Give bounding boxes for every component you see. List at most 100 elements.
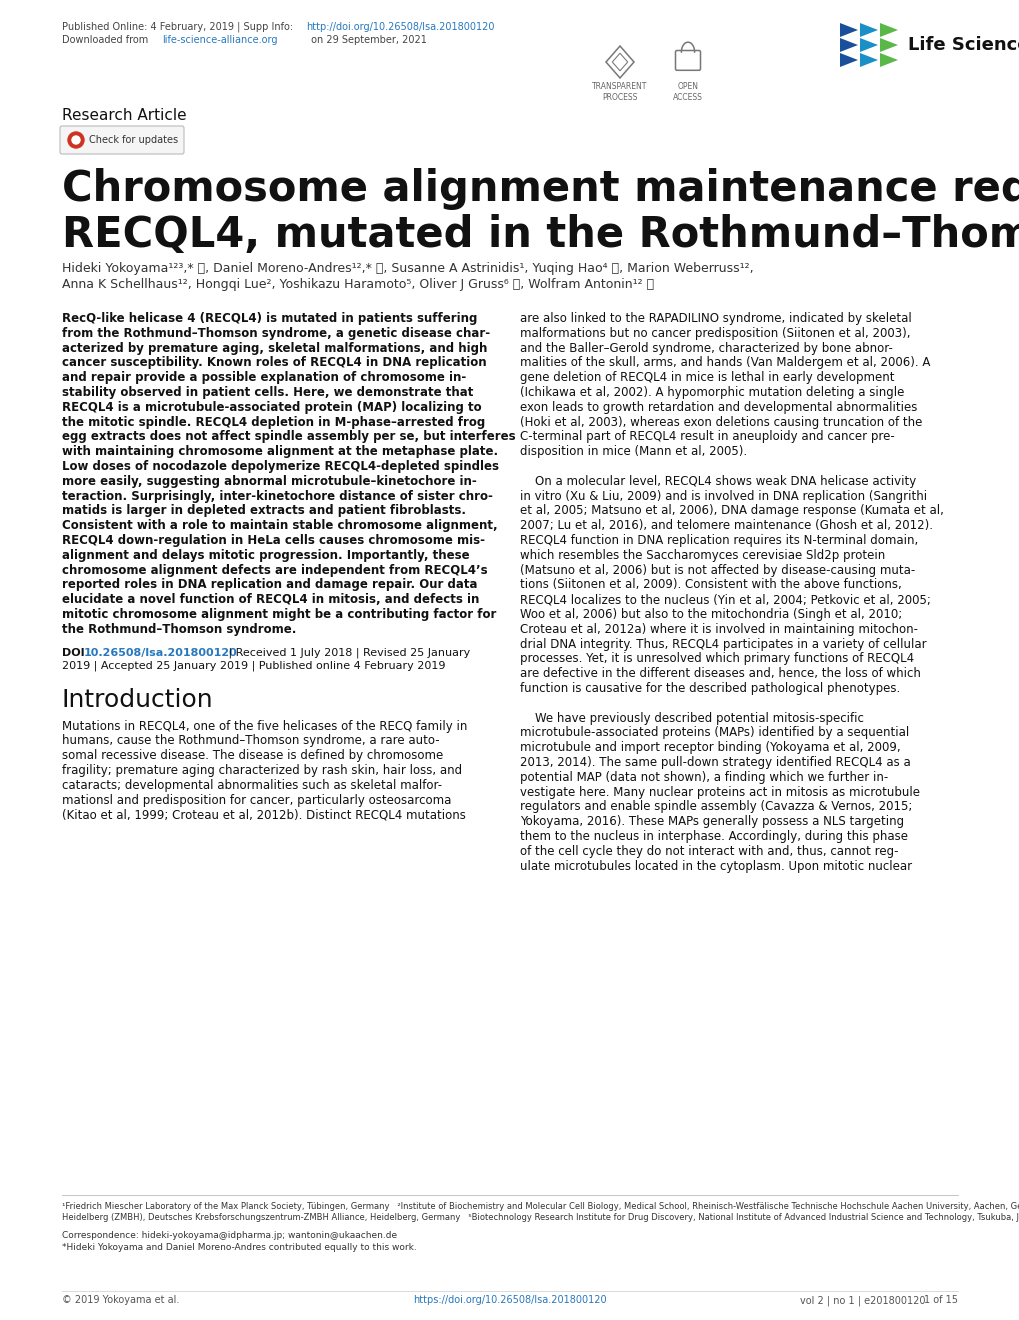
Text: of the cell cycle they do not interact with and, thus, cannot reg-: of the cell cycle they do not interact w… — [520, 845, 898, 858]
Text: regulators and enable spindle assembly (Cavazza & Vernos, 2015;: regulators and enable spindle assembly (… — [520, 800, 911, 813]
Text: cancer susceptibility. Known roles of RECQL4 in DNA replication: cancer susceptibility. Known roles of RE… — [62, 356, 486, 370]
Text: cataracts; developmental abnormalities such as skeletal malfor-: cataracts; developmental abnormalities s… — [62, 779, 441, 792]
Text: Consistent with a role to maintain stable chromosome alignment,: Consistent with a role to maintain stabl… — [62, 519, 497, 532]
Text: (Matsuno et al, 2006) but is not affected by disease-causing muta-: (Matsuno et al, 2006) but is not affecte… — [520, 564, 914, 577]
Text: 2007; Lu et al, 2016), and telomere maintenance (Ghosh et al, 2012).: 2007; Lu et al, 2016), and telomere main… — [520, 519, 932, 532]
Text: elucidate a novel function of RECQL4 in mitosis, and defects in: elucidate a novel function of RECQL4 in … — [62, 593, 479, 606]
Text: 1 of 15: 1 of 15 — [923, 1295, 957, 1305]
Text: C-terminal part of RECQL4 result in aneuploidy and cancer pre-: C-terminal part of RECQL4 result in aneu… — [520, 430, 894, 444]
Text: them to the nucleus in interphase. Accordingly, during this phase: them to the nucleus in interphase. Accor… — [520, 830, 907, 843]
Text: (Ichikawa et al, 2002). A hypomorphic mutation deleting a single: (Ichikawa et al, 2002). A hypomorphic mu… — [520, 385, 904, 399]
Text: life-science-alliance.org: life-science-alliance.org — [162, 36, 277, 45]
Text: Introduction: Introduction — [62, 688, 213, 711]
Text: DOI: DOI — [62, 648, 89, 657]
Text: RecQ-like helicase 4 (RECQL4) is mutated in patients suffering: RecQ-like helicase 4 (RECQL4) is mutated… — [62, 312, 477, 325]
Text: Life Science Alliance: Life Science Alliance — [907, 36, 1019, 54]
Text: more easily, suggesting abnormal microtubule–kinetochore in-: more easily, suggesting abnormal microtu… — [62, 475, 476, 488]
Text: exon leads to growth retardation and developmental abnormalities: exon leads to growth retardation and dev… — [520, 401, 916, 413]
Text: the mitotic spindle. RECQL4 depletion in M-phase–arrested frog: the mitotic spindle. RECQL4 depletion in… — [62, 416, 485, 429]
Text: ulate microtubules located in the cytoplasm. Upon mitotic nuclear: ulate microtubules located in the cytopl… — [520, 859, 911, 873]
Polygon shape — [840, 22, 857, 37]
Text: potential MAP (data not shown), a finding which we further in-: potential MAP (data not shown), a findin… — [520, 771, 888, 784]
Text: 2019 | Accepted 25 January 2019 | Published online 4 February 2019: 2019 | Accepted 25 January 2019 | Publis… — [62, 660, 445, 671]
Text: 10.26508/lsa.201800120: 10.26508/lsa.201800120 — [84, 648, 237, 657]
Text: humans, cause the Rothmund–Thomson syndrome, a rare auto-: humans, cause the Rothmund–Thomson syndr… — [62, 734, 439, 747]
Text: are defective in the different diseases and, hence, the loss of which: are defective in the different diseases … — [520, 667, 920, 680]
Polygon shape — [879, 22, 897, 37]
Text: OPEN
ACCESS: OPEN ACCESS — [673, 82, 702, 102]
Text: ¹Friedrich Miescher Laboratory of the Max Planck Society, Tübingen, Germany   ²I: ¹Friedrich Miescher Laboratory of the Ma… — [62, 1203, 1019, 1210]
Text: TRANSPARENT
PROCESS: TRANSPARENT PROCESS — [592, 82, 647, 102]
Circle shape — [68, 132, 84, 148]
Text: microtubule and import receptor binding (Yokoyama et al, 2009,: microtubule and import receptor binding … — [520, 742, 900, 754]
Polygon shape — [859, 53, 877, 67]
Text: on 29 September, 2021: on 29 September, 2021 — [308, 36, 427, 45]
Text: RECQL4 down-regulation in HeLa cells causes chromosome mis-: RECQL4 down-regulation in HeLa cells cau… — [62, 535, 484, 546]
FancyBboxPatch shape — [60, 125, 183, 154]
Text: fragility; premature aging characterized by rash skin, hair loss, and: fragility; premature aging characterized… — [62, 764, 462, 777]
Text: RECQL4 function in DNA replication requires its N-terminal domain,: RECQL4 function in DNA replication requi… — [520, 535, 917, 546]
Text: (Kitao et al, 1999; Croteau et al, 2012b). Distinct RECQL4 mutations: (Kitao et al, 1999; Croteau et al, 2012b… — [62, 808, 466, 821]
Text: http://doi.org/10.26508/lsa.201800120: http://doi.org/10.26508/lsa.201800120 — [306, 22, 494, 32]
Text: and the Baller–Gerold syndrome, characterized by bone abnor-: and the Baller–Gerold syndrome, characte… — [520, 342, 892, 355]
Polygon shape — [859, 22, 877, 37]
Text: tions (Siitonen et al, 2009). Consistent with the above functions,: tions (Siitonen et al, 2009). Consistent… — [520, 578, 901, 591]
Text: On a molecular level, RECQL4 shows weak DNA helicase activity: On a molecular level, RECQL4 shows weak … — [520, 475, 915, 488]
Polygon shape — [840, 38, 857, 51]
Text: with maintaining chromosome alignment at the metaphase plate.: with maintaining chromosome alignment at… — [62, 445, 497, 458]
Text: 2013, 2014). The same pull-down strategy identified RECQL4 as a: 2013, 2014). The same pull-down strategy… — [520, 756, 910, 770]
Text: vol 2 | no 1 | e201800120: vol 2 | no 1 | e201800120 — [799, 1295, 924, 1305]
Polygon shape — [840, 53, 857, 67]
Circle shape — [72, 136, 79, 144]
Text: gene deletion of RECQL4 in mice is lethal in early development: gene deletion of RECQL4 in mice is letha… — [520, 371, 894, 384]
Text: from the Rothmund–Thomson syndrome, a genetic disease char-: from the Rothmund–Thomson syndrome, a ge… — [62, 327, 490, 339]
Text: acterized by premature aging, skeletal malformations, and high: acterized by premature aging, skeletal m… — [62, 342, 487, 355]
Text: RECQL4, mutated in the Rothmund–Thomson syndrome: RECQL4, mutated in the Rothmund–Thomson … — [62, 214, 1019, 256]
Text: Hideki Yokoyama¹²³,* ⓘ, Daniel Moreno-Andres¹²,* ⓘ, Susanne A Astrinidis¹, Yuqin: Hideki Yokoyama¹²³,* ⓘ, Daniel Moreno-An… — [62, 261, 753, 275]
Text: stability observed in patient cells. Here, we demonstrate that: stability observed in patient cells. Her… — [62, 385, 473, 399]
Text: Check for updates: Check for updates — [89, 135, 178, 145]
Text: Yokoyama, 2016). These MAPs generally possess a NLS targeting: Yokoyama, 2016). These MAPs generally po… — [520, 816, 903, 828]
Text: Research Article: Research Article — [62, 108, 186, 123]
Text: teraction. Surprisingly, inter-kinetochore distance of sister chro-: teraction. Surprisingly, inter-kinetocho… — [62, 490, 492, 503]
Text: *Hideki Yokoyama and Daniel Moreno-Andres contributed equally to this work.: *Hideki Yokoyama and Daniel Moreno-Andre… — [62, 1243, 417, 1251]
Text: mationsl and predisposition for cancer, particularly osteosarcoma: mationsl and predisposition for cancer, … — [62, 793, 451, 807]
Text: which resembles the Saccharomyces cerevisiae Sld2p protein: which resembles the Saccharomyces cerevi… — [520, 549, 884, 562]
Text: Published Online: 4 February, 2019 | Supp Info:: Published Online: 4 February, 2019 | Sup… — [62, 22, 296, 33]
Text: https://doi.org/10.26508/lsa.201800120: https://doi.org/10.26508/lsa.201800120 — [413, 1295, 606, 1305]
Text: Chromosome alignment maintenance requires the MAP: Chromosome alignment maintenance require… — [62, 168, 1019, 210]
Text: mitotic chromosome alignment might be a contributing factor for: mitotic chromosome alignment might be a … — [62, 609, 496, 620]
Text: Heidelberg (ZMBH), Deutsches Krebsforschungszentrum-ZMBH Alliance, Heidelberg, G: Heidelberg (ZMBH), Deutsches Krebsforsch… — [62, 1213, 1019, 1222]
Text: © 2019 Yokoyama et al.: © 2019 Yokoyama et al. — [62, 1295, 179, 1305]
Text: malities of the skull, arms, and hands (Van Maldergem et al, 2006). A: malities of the skull, arms, and hands (… — [520, 356, 929, 370]
Polygon shape — [859, 38, 877, 51]
Polygon shape — [879, 38, 897, 51]
Text: microtubule-associated proteins (MAPs) identified by a sequential: microtubule-associated proteins (MAPs) i… — [520, 726, 908, 739]
Text: RECQL4 localizes to the nucleus (Yin et al, 2004; Petkovic et al, 2005;: RECQL4 localizes to the nucleus (Yin et … — [520, 593, 930, 606]
Text: reported roles in DNA replication and damage repair. Our data: reported roles in DNA replication and da… — [62, 578, 477, 591]
Text: chromosome alignment defects are independent from RECQL4’s: chromosome alignment defects are indepen… — [62, 564, 487, 577]
Text: matids is larger in depleted extracts and patient fibroblasts.: matids is larger in depleted extracts an… — [62, 504, 466, 517]
Text: vestigate here. Many nuclear proteins act in mitosis as microtubule: vestigate here. Many nuclear proteins ac… — [520, 785, 919, 799]
Text: et al, 2005; Matsuno et al, 2006), DNA damage response (Kumata et al,: et al, 2005; Matsuno et al, 2006), DNA d… — [520, 504, 943, 517]
Text: Croteau et al, 2012a) where it is involved in maintaining mitochon-: Croteau et al, 2012a) where it is involv… — [520, 623, 917, 636]
Text: function is causative for the described pathological phenotypes.: function is causative for the described … — [520, 682, 900, 696]
Text: are also linked to the RAPADILINO syndrome, indicated by skeletal: are also linked to the RAPADILINO syndro… — [520, 312, 911, 325]
Polygon shape — [879, 53, 897, 67]
Text: somal recessive disease. The disease is defined by chromosome: somal recessive disease. The disease is … — [62, 750, 443, 762]
Text: drial DNA integrity. Thus, RECQL4 participates in a variety of cellular: drial DNA integrity. Thus, RECQL4 partic… — [520, 638, 925, 651]
Text: and repair provide a possible explanation of chromosome in-: and repair provide a possible explanatio… — [62, 371, 466, 384]
Text: (Hoki et al, 2003), whereas exon deletions causing truncation of the: (Hoki et al, 2003), whereas exon deletio… — [520, 416, 921, 429]
Text: disposition in mice (Mann et al, 2005).: disposition in mice (Mann et al, 2005). — [520, 445, 746, 458]
Text: Low doses of nocodazole depolymerize RECQL4-depleted spindles: Low doses of nocodazole depolymerize REC… — [62, 459, 498, 473]
Text: processes. Yet, it is unresolved which primary functions of RECQL4: processes. Yet, it is unresolved which p… — [520, 652, 913, 665]
Text: Mutations in RECQL4, one of the five helicases of the RECQ family in: Mutations in RECQL4, one of the five hel… — [62, 719, 467, 733]
Text: the Rothmund–Thomson syndrome.: the Rothmund–Thomson syndrome. — [62, 623, 297, 636]
Text: | Received 1 July 2018 | Revised 25 January: | Received 1 July 2018 | Revised 25 Janu… — [225, 648, 470, 659]
Text: RECQL4 is a microtubule-associated protein (MAP) localizing to: RECQL4 is a microtubule-associated prote… — [62, 401, 481, 413]
Text: Anna K Schellhaus¹², Hongqi Lue², Yoshikazu Haramoto⁵, Oliver J Gruss⁶ ⓘ, Wolfra: Anna K Schellhaus¹², Hongqi Lue², Yoshik… — [62, 279, 653, 290]
Text: We have previously described potential mitosis-specific: We have previously described potential m… — [520, 711, 863, 725]
Text: egg extracts does not affect spindle assembly per se, but interferes: egg extracts does not affect spindle ass… — [62, 430, 516, 444]
Text: in vitro (Xu & Liu, 2009) and is involved in DNA replication (Sangrithi: in vitro (Xu & Liu, 2009) and is involve… — [520, 490, 926, 503]
Text: Downloaded from: Downloaded from — [62, 36, 151, 45]
